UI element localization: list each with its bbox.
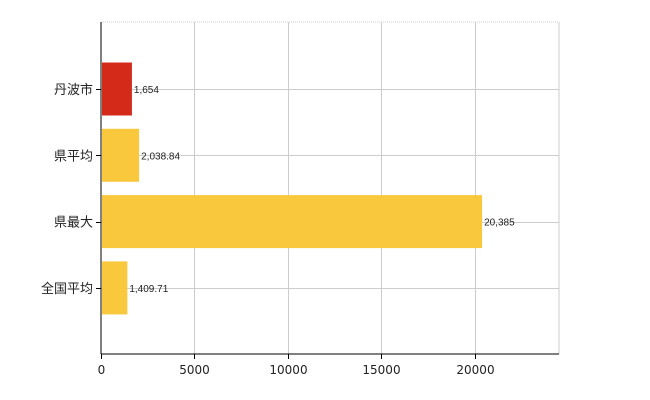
- x-tick-label: 20000: [456, 363, 494, 377]
- x-tick-label: 5000: [179, 363, 210, 377]
- category-label: 丹波市: [54, 82, 93, 98]
- bar-value-label: 1,409.71: [129, 284, 168, 295]
- x-tick-label: 15000: [362, 363, 400, 377]
- bar: [102, 261, 128, 315]
- category-label: 全国平均: [41, 281, 93, 297]
- bar: [102, 195, 483, 249]
- bar-value-label: 20,385: [484, 218, 515, 229]
- gridlines: [101, 21, 560, 354]
- bars: [102, 62, 483, 315]
- category-label: 県最大: [54, 216, 93, 231]
- bar: [102, 128, 140, 182]
- bar: [102, 62, 132, 116]
- x-axis-ticks: 0 5000 10000 15000 20000: [98, 354, 495, 377]
- data-labels: 1,654 2,038.84 20,385 1,409.71: [129, 85, 515, 295]
- category-label: 県平均: [54, 149, 93, 164]
- x-tick-label: 10000: [269, 363, 307, 377]
- bar-value-label: 2,038.84: [141, 151, 180, 162]
- bar-value-label: 1,654: [134, 85, 159, 96]
- x-tick-label: 0: [98, 363, 106, 377]
